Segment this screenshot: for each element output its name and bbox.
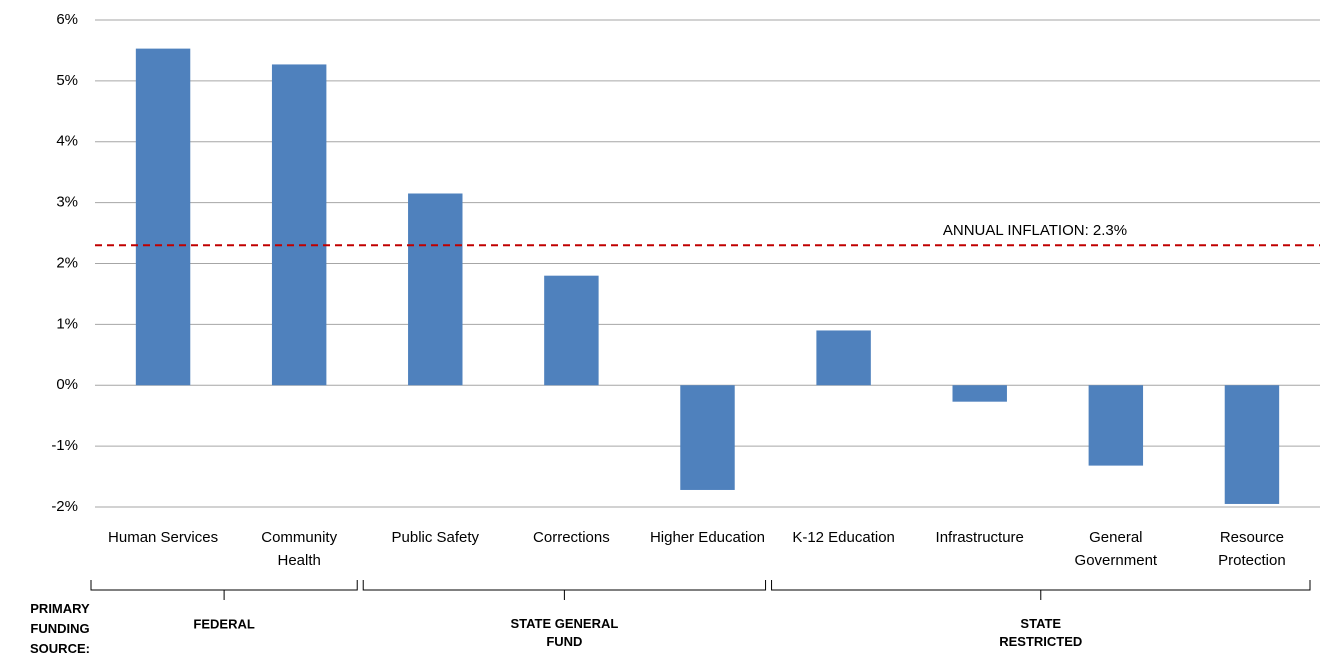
bar [680, 385, 735, 490]
x-tick-label: Resource Protection [1218, 529, 1286, 569]
reference-label: ANNUAL INFLATION: 2.3% [943, 222, 1127, 239]
bar [952, 385, 1007, 402]
y-tick-label: 0% [56, 376, 78, 393]
x-tick-label: General Government [1075, 529, 1158, 569]
group-brace [90, 580, 358, 600]
bar [1224, 385, 1280, 504]
y-tick-label: 1% [56, 315, 78, 332]
x-tick-label: Community Health [261, 529, 337, 569]
group-label: STATE RESTRICTED [999, 616, 1082, 649]
bar [816, 330, 871, 386]
bar [408, 193, 463, 386]
x-tick-label: Infrastructure [936, 529, 1024, 546]
group-label: STATE GENERAL FUND [510, 616, 618, 649]
group-title: PRIMARY FUNDING SOURCE: [30, 601, 90, 655]
x-tick-label: Corrections [533, 529, 610, 546]
y-tick-label: 2% [56, 254, 78, 271]
x-tick-label: Higher Education [650, 529, 765, 546]
x-tick-label: Public Safety [392, 529, 480, 546]
bar [1088, 385, 1144, 466]
y-tick-label: -2% [51, 498, 78, 515]
group-brace [771, 580, 1311, 600]
x-tick-label: Human Services [108, 529, 218, 546]
bar [135, 48, 191, 386]
group-label: FEDERAL [193, 616, 254, 631]
x-tick-label: K-12 Education [792, 529, 895, 546]
y-tick-label: 4% [56, 133, 78, 150]
group-brace [362, 580, 767, 600]
y-tick-label: -1% [51, 437, 78, 454]
y-tick-label: 6% [56, 11, 78, 28]
bar [271, 64, 327, 386]
y-tick-label: 5% [56, 72, 78, 89]
y-tick-label: 3% [56, 194, 78, 211]
bar [544, 275, 599, 386]
